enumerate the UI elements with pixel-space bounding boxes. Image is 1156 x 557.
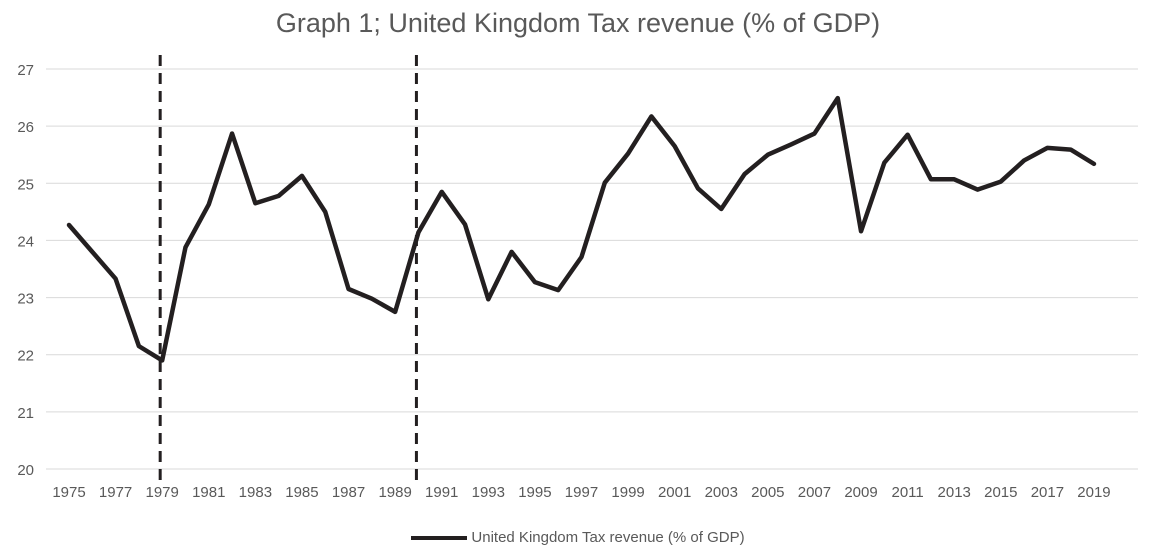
x-tick-label: 1995 — [518, 484, 551, 501]
x-tick-label: 2007 — [798, 484, 831, 501]
x-tick-label: 2003 — [705, 484, 738, 501]
y-tick-label: 23 — [17, 291, 34, 308]
y-tick-label: 27 — [17, 62, 34, 79]
series-line-0 — [66, 95, 1097, 363]
x-tick-label: 1975 — [52, 484, 85, 501]
x-tick-label: 2005 — [751, 484, 784, 501]
x-tick-label: 1991 — [425, 484, 458, 501]
y-axis-tick-labels: 20 21 22 23 24 25 26 27 — [17, 62, 34, 479]
y-tick-label: 22 — [17, 348, 34, 365]
x-tick-label: 2001 — [658, 484, 691, 501]
x-tick-label: 1977 — [99, 484, 132, 501]
legend-swatch — [411, 535, 468, 540]
x-tick-label: 1989 — [378, 484, 411, 501]
x-tick-label: 2011 — [891, 484, 923, 501]
series-layer — [66, 95, 1097, 363]
gridlines — [46, 68, 1138, 470]
x-tick-label: 1987 — [332, 484, 365, 501]
y-tick-label: 26 — [17, 119, 34, 136]
line-chart: 20 21 22 23 24 25 26 27 1975 1977 1979 1981 1983 198… — [17, 55, 1138, 501]
x-tick-label: 1997 — [565, 484, 598, 501]
legend: United Kingdom Tax revenue (% of GDP) — [0, 529, 1156, 546]
legend-label: United Kingdom Tax revenue (% of GDP) — [471, 529, 745, 546]
x-tick-label: 2019 — [1077, 484, 1110, 501]
x-tick-label: 2017 — [1031, 484, 1064, 501]
x-tick-label: 1993 — [472, 484, 505, 501]
x-tick-label: 2009 — [844, 484, 877, 501]
x-tick-label: 1999 — [611, 484, 644, 501]
x-tick-label: 1985 — [285, 484, 318, 501]
x-axis-tick-labels: 1975 1977 1979 1981 1983 1985 1987 1989 1991 1993… — [52, 484, 1110, 501]
y-tick-label: 24 — [17, 233, 34, 250]
y-tick-label: 20 — [17, 462, 34, 479]
reference-lines — [158, 55, 418, 480]
x-tick-label: 1981 — [192, 484, 225, 501]
x-tick-label: 2015 — [984, 484, 1017, 501]
chart-title: Graph 1; United Kingdom Tax revenue (% o… — [275, 8, 881, 38]
x-tick-label: 1979 — [145, 484, 178, 501]
x-tick-label: 2013 — [938, 484, 971, 501]
y-tick-label: 21 — [17, 405, 34, 422]
y-tick-label: 25 — [17, 176, 34, 193]
x-tick-label: 1983 — [239, 484, 272, 501]
